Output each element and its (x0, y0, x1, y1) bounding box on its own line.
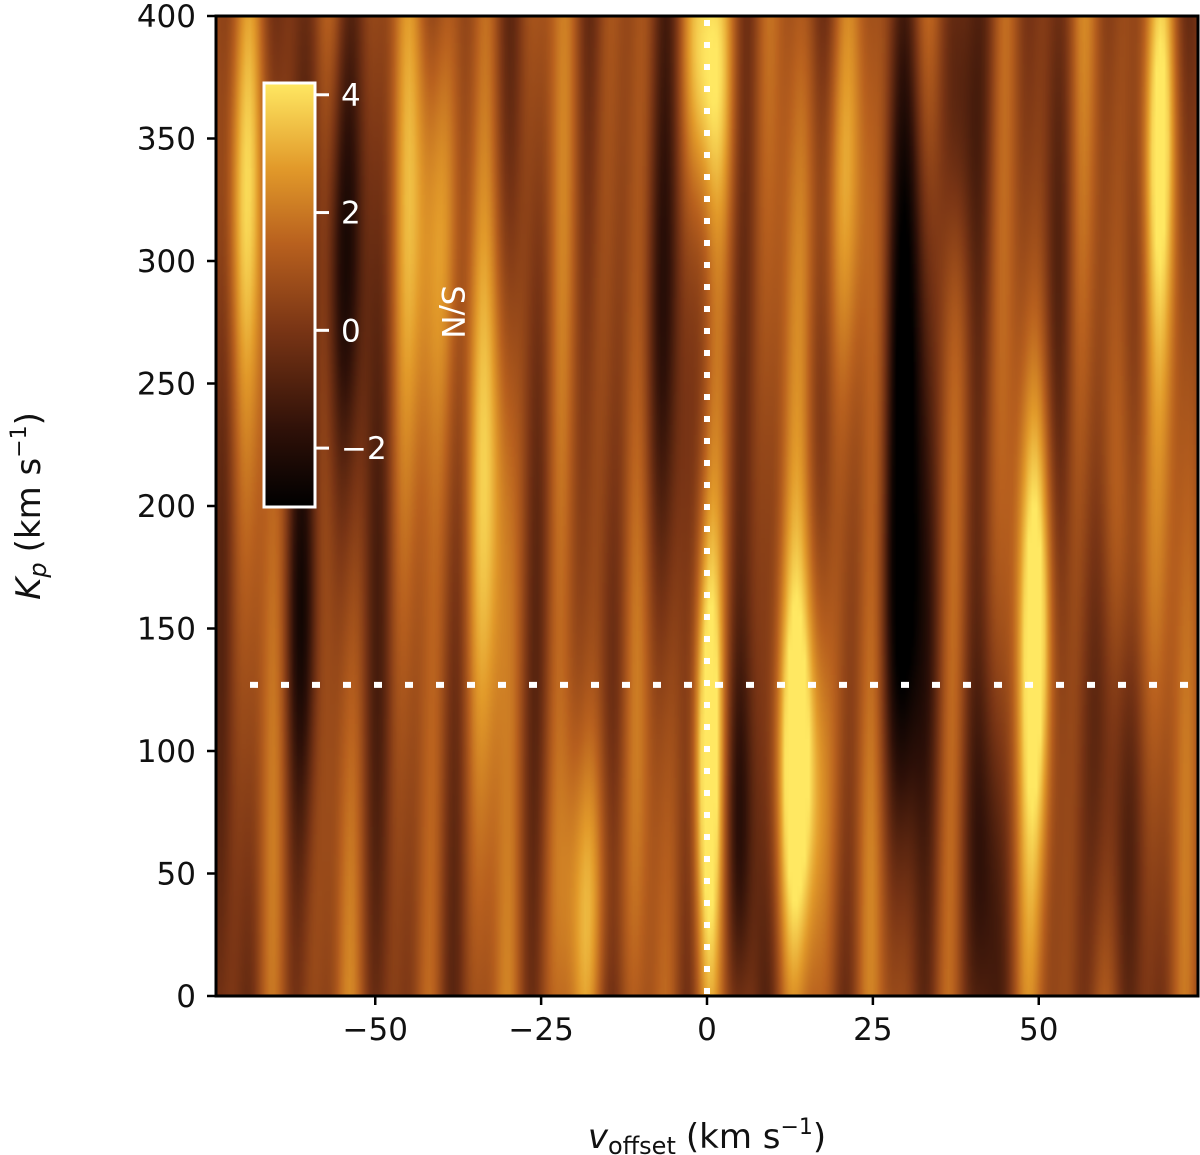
y-tick-label: 250 (137, 367, 196, 403)
x-tick-label: −25 (508, 1012, 573, 1048)
x-tick-label: 50 (1019, 1012, 1058, 1048)
y-tick-label: 350 (137, 122, 196, 158)
colorbar-tick-label: 4 (341, 78, 361, 114)
colorbar-tick-label: −2 (341, 431, 387, 467)
y-tick-label: 0 (176, 979, 196, 1015)
colorbar-ticks: 4 2 0 −2 (315, 78, 387, 467)
y-axis-ticks: 0 50 100 150 200 250 300 350 400 (137, 0, 216, 1015)
y-tick-label: 150 (137, 612, 196, 648)
colorbar-tick-label: 0 (341, 313, 361, 349)
colorbar: 4 2 0 −2 S/N (262, 78, 470, 509)
y-tick-label: 300 (137, 244, 196, 280)
y-tick-label: 100 (137, 734, 196, 770)
colorbar-gradient (262, 81, 317, 509)
x-axis-label: voffset (km s−1) (588, 1115, 826, 1155)
colorbar-label: S/N (434, 285, 470, 338)
y-tick-label: 50 (157, 857, 196, 893)
y-tick-label: 400 (137, 0, 196, 35)
x-axis-ticks: −50 −25 0 25 50 (343, 996, 1058, 1048)
x-tick-label: 0 (697, 1012, 717, 1048)
x-tick-label: 25 (853, 1012, 892, 1048)
y-tick-label: 200 (137, 489, 196, 525)
y-axis-label: Kp(km s−1) (7, 412, 52, 600)
x-tick-label: −50 (343, 1012, 408, 1048)
colorbar-tick-label: 2 (341, 196, 361, 232)
